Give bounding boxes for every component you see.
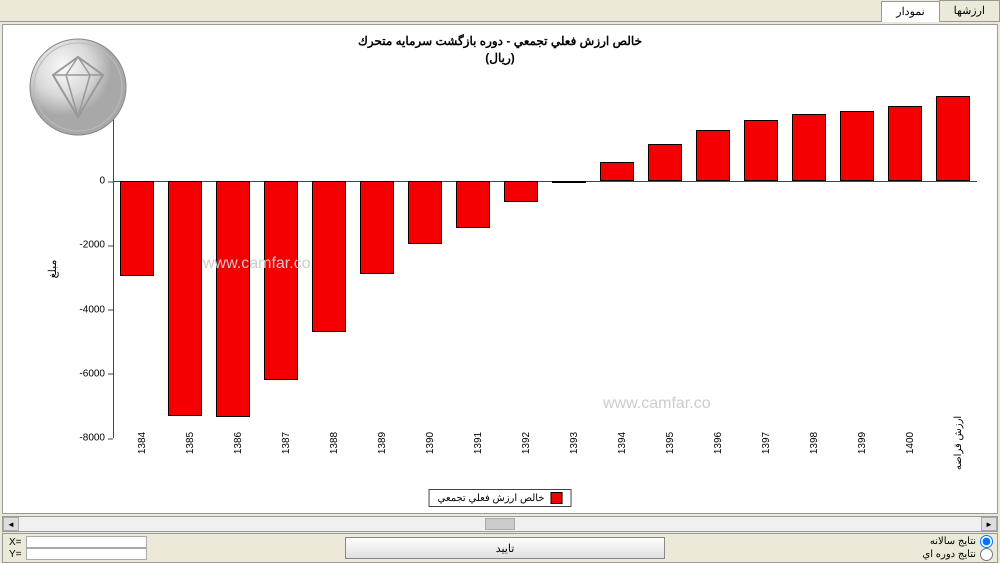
radio-period-label: نتايج دوره اي xyxy=(922,549,976,560)
bar-slot xyxy=(113,85,161,438)
y-axis-label: مبلغ xyxy=(46,260,59,279)
x-tick-label: 1392 xyxy=(521,432,532,454)
x-tick-label: 1384 xyxy=(137,432,148,454)
x-tick-label: 1396 xyxy=(713,432,724,454)
bar xyxy=(888,106,922,181)
bar-slot xyxy=(209,85,257,438)
x-label: X= xyxy=(9,537,22,548)
bar-slot xyxy=(881,85,929,438)
bar xyxy=(504,181,538,202)
bar xyxy=(456,181,490,228)
bar-slot xyxy=(161,85,209,438)
bar xyxy=(936,96,970,181)
y-label: Y= xyxy=(9,549,22,560)
x-tick-label: 1391 xyxy=(473,432,484,454)
x-tick-label: 1388 xyxy=(329,432,340,454)
x-tick-label: 1394 xyxy=(617,432,628,454)
bar-slot xyxy=(833,85,881,438)
y-tick-label: -2000 xyxy=(65,240,105,251)
bar-slot xyxy=(545,85,593,438)
radio-annual-label: نتايج سالانه xyxy=(930,536,976,547)
bar-slot xyxy=(257,85,305,438)
xlabels-group: 1384138513861387138813891390139113921393… xyxy=(113,443,977,485)
bar xyxy=(552,181,586,183)
y-tick-label: -8000 xyxy=(65,433,105,444)
legend: خالص ارزش فعلي تجمعي xyxy=(429,489,572,507)
bar-slot xyxy=(401,85,449,438)
xy-readout: X= Y= xyxy=(3,536,153,560)
radio-annual[interactable] xyxy=(980,535,993,548)
scroll-left-button[interactable]: ◄ xyxy=(3,517,19,531)
y-tick-label: -6000 xyxy=(65,368,105,379)
x-tick-label: 1389 xyxy=(377,432,388,454)
y-tick-label: 0 xyxy=(65,176,105,187)
scroll-thumb[interactable] xyxy=(485,518,515,530)
bar-slot xyxy=(497,85,545,438)
bar xyxy=(744,120,778,181)
legend-swatch xyxy=(550,492,562,504)
bar xyxy=(696,130,730,181)
scroll-right-button[interactable]: ► xyxy=(981,517,997,531)
tab-bar: ارزشها نمودار xyxy=(0,0,1000,22)
x-tick-label: 1386 xyxy=(233,432,244,454)
bar xyxy=(648,144,682,181)
y-field[interactable] xyxy=(26,548,147,560)
bar xyxy=(792,114,826,181)
chart-title-line2: (ريال) xyxy=(3,50,997,67)
bar xyxy=(312,181,346,332)
bar xyxy=(120,181,154,276)
bar xyxy=(360,181,394,274)
tab-values[interactable]: ارزشها xyxy=(939,0,1000,21)
radio-period[interactable] xyxy=(980,548,993,561)
tab-chart[interactable]: نمودار xyxy=(881,1,939,22)
bar xyxy=(840,111,874,182)
bottom-bar: X= Y= تاييد نتايج سالانه نتايج دوره اي xyxy=(2,533,998,563)
x-tick-label: 1397 xyxy=(761,432,772,454)
bar-slot xyxy=(449,85,497,438)
bar-slot xyxy=(593,85,641,438)
x-tick-label: 1399 xyxy=(857,432,868,454)
bar xyxy=(264,181,298,380)
h-scrollbar[interactable]: ◄ ► xyxy=(2,516,998,532)
bar xyxy=(168,181,202,415)
x-tick-label: 1387 xyxy=(281,432,292,454)
legend-label: خالص ارزش فعلي تجمعي xyxy=(438,493,545,504)
bars-group xyxy=(113,85,977,438)
chart-title: خالص ارزش فعلي تجمعي - دوره بازگشت سرماي… xyxy=(3,25,997,67)
x-tick-label: ارزش قراضه xyxy=(953,416,964,470)
confirm-button[interactable]: تاييد xyxy=(345,537,665,559)
x-tick-label: 1390 xyxy=(425,432,436,454)
bar-slot xyxy=(929,85,977,438)
bar-slot xyxy=(689,85,737,438)
x-tick-label: 1398 xyxy=(809,432,820,454)
chart-container: خالص ارزش فعلي تجمعي - دوره بازگشت سرماي… xyxy=(2,24,998,514)
bar-slot xyxy=(353,85,401,438)
chart-title-line1: خالص ارزش فعلي تجمعي - دوره بازگشت سرماي… xyxy=(3,33,997,50)
plot-area: -8000-6000-4000-20000 xyxy=(113,85,977,438)
bar xyxy=(216,181,250,417)
x-field[interactable] xyxy=(26,536,147,548)
logo-watermark xyxy=(28,37,128,137)
x-tick-label: 1400 xyxy=(905,432,916,454)
bar xyxy=(408,181,442,244)
bar-slot xyxy=(737,85,785,438)
bar-slot xyxy=(305,85,353,438)
bar-slot xyxy=(641,85,689,438)
bar-slot xyxy=(785,85,833,438)
result-radios: نتايج سالانه نتايج دوره اي xyxy=(857,535,997,561)
y-tick-label: -4000 xyxy=(65,304,105,315)
bar xyxy=(600,162,634,181)
x-tick-label: 1393 xyxy=(569,432,580,454)
x-tick-label: 1385 xyxy=(185,432,196,454)
x-tick-label: 1395 xyxy=(665,432,676,454)
